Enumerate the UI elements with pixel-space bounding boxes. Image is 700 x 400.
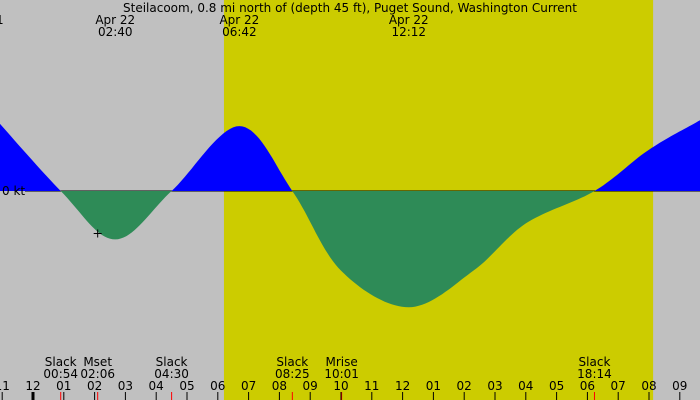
chart-title: Steilacoom, 0.8 mi north of (depth 45 ft…	[123, 1, 577, 15]
x-tick-label: 09	[672, 379, 687, 393]
x-tick-label: 11	[0, 379, 10, 393]
peak-time-label: 06:42	[222, 25, 257, 39]
peak-date-label: Apr 22	[219, 13, 259, 27]
x-tick-label: 05	[179, 379, 194, 393]
x-tick-label: 02	[457, 379, 472, 393]
moonset-cross-marker	[93, 229, 102, 238]
x-tick-label: 07	[241, 379, 256, 393]
event-label: Slack	[45, 355, 77, 369]
event-time: 00:54	[43, 367, 78, 381]
event-label: Slack	[276, 355, 308, 369]
x-tick-label: 03	[487, 379, 502, 393]
event-time: 10:01	[324, 367, 359, 381]
x-tick-label: 06	[580, 379, 595, 393]
x-tick-label: 08	[641, 379, 656, 393]
event-time: 04:30	[154, 367, 189, 381]
ebb-area	[0, 191, 700, 308]
event-label: Slack	[579, 355, 611, 369]
x-tick-label: 07	[611, 379, 626, 393]
event-time: 18:14	[577, 367, 612, 381]
x-tick-label: 08	[272, 379, 287, 393]
x-tick-label: 09	[303, 379, 318, 393]
y-zero-label: 0 kt	[2, 184, 25, 198]
x-tick-label: 01	[56, 379, 71, 393]
event-label: Slack	[156, 355, 188, 369]
truncated-left-label: 1	[0, 13, 4, 27]
x-tick-label: 04	[518, 379, 533, 393]
peak-time-label: 12:12	[391, 25, 426, 39]
x-tick-label: 05	[549, 379, 564, 393]
x-tick-label: 01	[426, 379, 441, 393]
event-label: Mset	[83, 355, 112, 369]
peak-date-label: Apr 22	[389, 13, 429, 27]
x-tick-label: 12	[25, 379, 40, 393]
x-tick-label: 10	[333, 379, 348, 393]
x-tick-label: 11	[364, 379, 379, 393]
peak-time-label: 02:40	[98, 25, 133, 39]
event-time: 02:06	[80, 367, 115, 381]
event-label: Mrise	[325, 355, 357, 369]
x-tick-label: 02	[87, 379, 102, 393]
x-tick-label: 06	[210, 379, 225, 393]
event-time: 08:25	[275, 367, 310, 381]
x-tick-label: 03	[118, 379, 133, 393]
flood-area	[0, 120, 700, 191]
x-tick-label: 12	[395, 379, 410, 393]
x-tick-label: 04	[149, 379, 164, 393]
peak-date-label: Apr 22	[95, 13, 135, 27]
